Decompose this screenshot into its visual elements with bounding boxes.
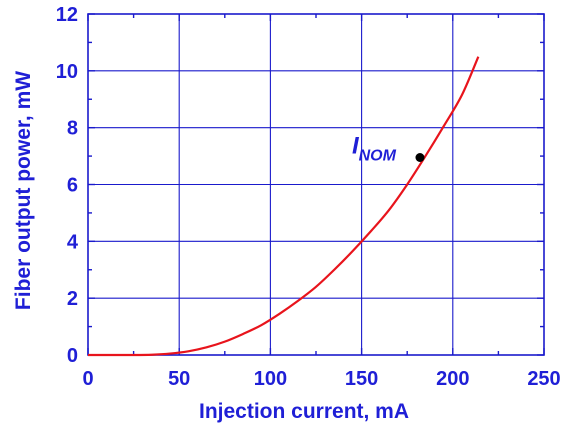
y-tick-label: 8 [67, 118, 78, 140]
y-tick-label: 2 [67, 288, 78, 310]
x-tick-label: 250 [527, 368, 560, 390]
nominal-point-marker [415, 153, 425, 163]
y-tick-labels: 0 2 4 6 8 10 12 [56, 4, 79, 367]
series-line [87, 56, 480, 357]
x-tick-label: 0 [82, 368, 93, 390]
x-tick-labels: 0 50 100 150 200 250 [82, 368, 560, 390]
x-tick-label: 50 [168, 368, 190, 390]
nominal-label-subscript: NOM [359, 148, 397, 165]
y-tick-label: 10 [56, 61, 78, 83]
grid [88, 14, 544, 355]
y-tick-label: 0 [67, 345, 78, 367]
y-tick-label: 4 [67, 231, 79, 253]
nominal-label-main: I [352, 133, 360, 160]
y-tick-label: 12 [56, 4, 78, 26]
y-tick-label: 6 [67, 175, 78, 197]
nominal-point-label: INOM [352, 133, 397, 165]
x-tick-label: 100 [254, 368, 287, 390]
x-axis-title: Injection current, mA [199, 400, 409, 423]
x-tick-label: 200 [436, 368, 469, 390]
y-axis-title: Fiber output power, mW [12, 71, 35, 310]
x-tick-label: 150 [345, 368, 378, 390]
